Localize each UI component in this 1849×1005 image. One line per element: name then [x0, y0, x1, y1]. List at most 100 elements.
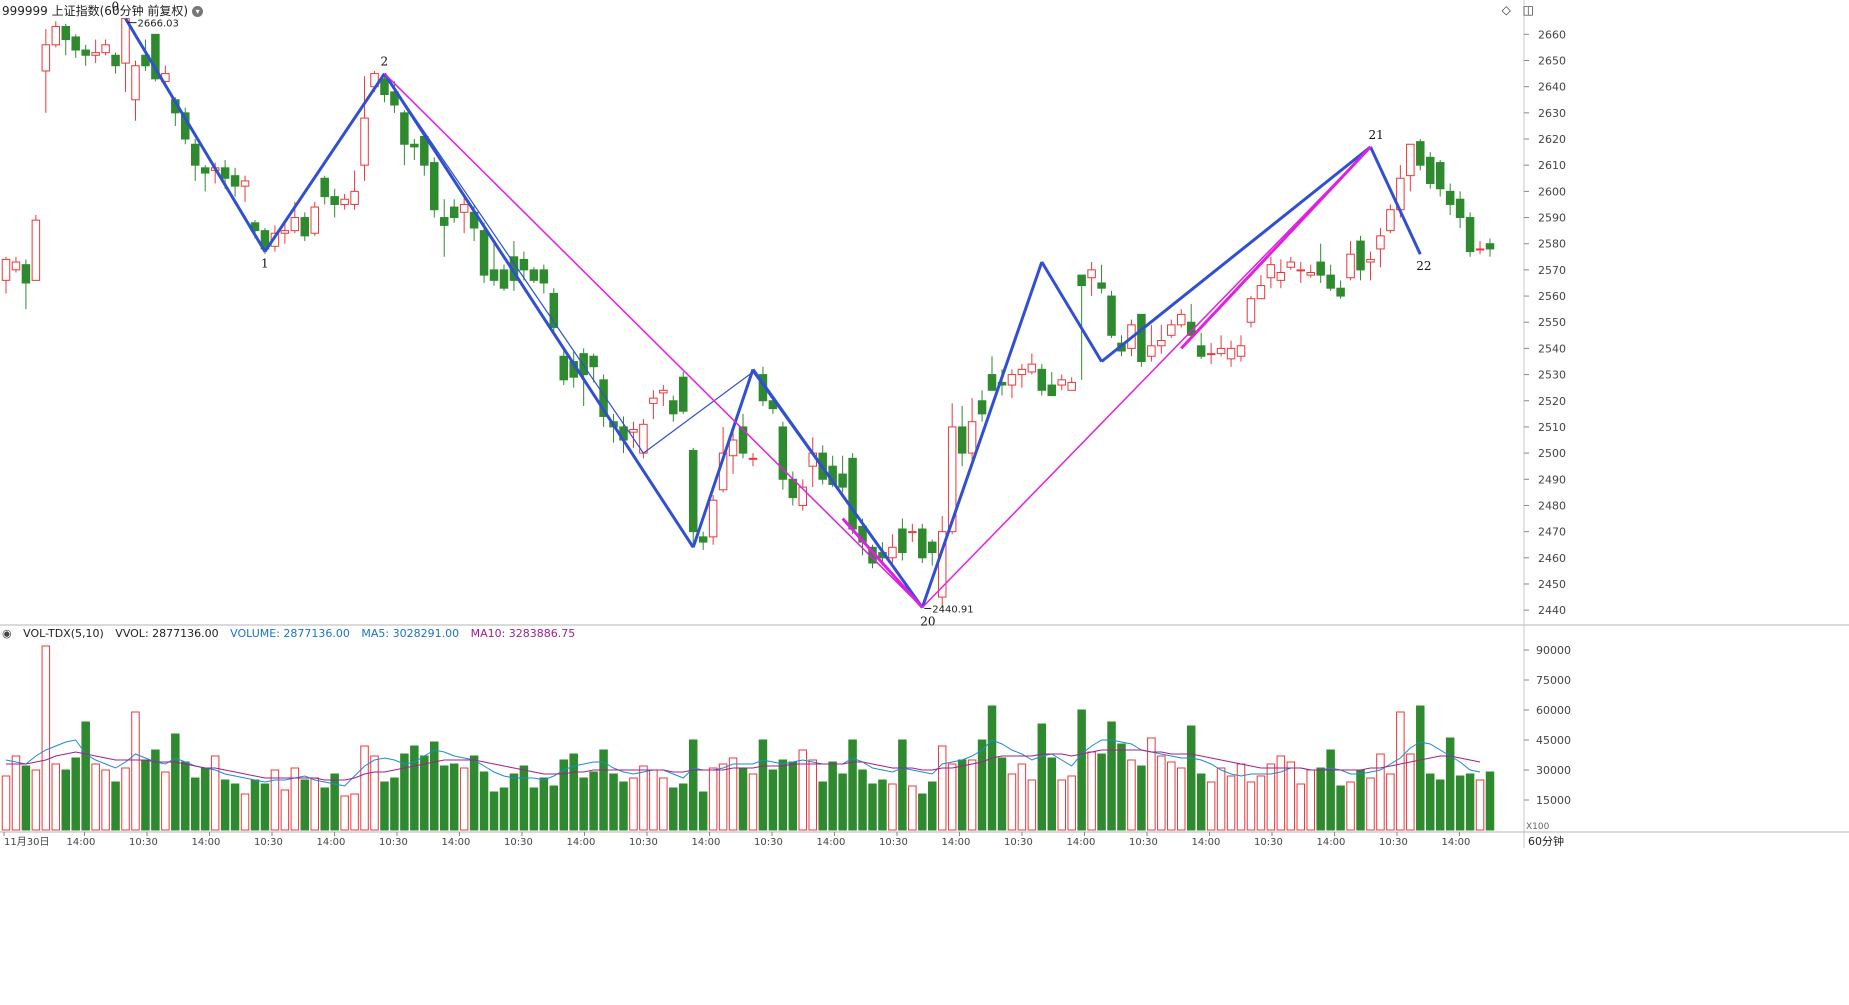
- volume-bar: [430, 741, 439, 831]
- volume-bar: [91, 763, 100, 831]
- volume-bar: [1465, 773, 1475, 831]
- volume-bar: [758, 739, 768, 831]
- volume-bar: [928, 781, 937, 831]
- volume-bar: [619, 781, 628, 831]
- price-tick-label: 2500: [1538, 447, 1566, 460]
- volume-bar: [270, 769, 280, 831]
- candle-body: [1186, 321, 1196, 336]
- price-tick-label: 2480: [1538, 499, 1566, 512]
- price-tick-label: 2460: [1538, 552, 1566, 565]
- candle-body: [71, 36, 80, 51]
- volume-bar: [1017, 763, 1027, 831]
- time-tick-label: 14:00: [317, 837, 346, 848]
- volume-bar: [1435, 779, 1445, 831]
- volume-bar: [629, 777, 638, 831]
- price-tick-label: 2640: [1538, 81, 1566, 94]
- time-tick-label: 10:30: [254, 837, 283, 848]
- candle-body: [21, 264, 31, 284]
- candle-body: [649, 397, 658, 404]
- volume-bar: [390, 777, 399, 831]
- volume-bar: [1226, 775, 1236, 831]
- volume-bar: [977, 739, 987, 831]
- volume-bar: [1246, 781, 1256, 831]
- candle-body: [1226, 347, 1236, 360]
- volume-bar: [1376, 753, 1385, 831]
- time-tick-label: 10:30: [1379, 837, 1408, 848]
- candle-body: [200, 167, 210, 174]
- candle-body: [659, 389, 668, 394]
- candle-body: [1256, 285, 1266, 300]
- volume-bar: [539, 777, 549, 831]
- chart-header: 999999 上证指数(60分钟 前复权) ▾: [2, 2, 204, 19]
- time-tick-label: 14:00: [692, 837, 721, 848]
- price-tick-label: 2520: [1538, 395, 1566, 408]
- volume-bar: [559, 759, 568, 831]
- price-tick-label: 2630: [1538, 107, 1566, 120]
- volume-bar: [509, 773, 519, 831]
- candle-body: [479, 230, 489, 276]
- volume-unit-label: X100: [1526, 822, 1550, 832]
- volume-bar: [260, 783, 270, 831]
- price-tick-label: 2450: [1538, 578, 1566, 591]
- vvol-value: VVOL: 2877136.00: [115, 627, 219, 640]
- volume-bar: [1176, 767, 1186, 831]
- candle-body: [898, 528, 907, 554]
- volume-bar: [1206, 781, 1216, 831]
- volume-bar: [718, 763, 728, 831]
- candle-body: [848, 457, 857, 530]
- volume-bar: [71, 757, 80, 831]
- price-tick-label: 2650: [1538, 54, 1566, 67]
- candle-body: [589, 355, 598, 368]
- volume-bar: [1047, 757, 1057, 831]
- wave-blue-line: [383, 72, 695, 549]
- volume-header: ◉ VOL-TDX(5,10) VVOL: 2877136.00 VOLUME:…: [2, 627, 583, 640]
- volume-bar: [21, 765, 31, 831]
- candle-body: [748, 457, 758, 460]
- panel-toggle-icon[interactable]: ◫: [1522, 3, 1534, 17]
- ma10-value: MA10: 3283886.75: [470, 627, 576, 640]
- volume-bar: [908, 785, 917, 831]
- candle-body: [1306, 272, 1315, 276]
- diamond-icon[interactable]: ◇: [1501, 3, 1511, 17]
- price-tick-label: 2470: [1538, 526, 1566, 539]
- ma5-value: MA5: 3028291.00: [361, 627, 460, 640]
- candle-body: [1017, 368, 1027, 376]
- candle-body: [908, 531, 917, 534]
- volume-bar: [459, 767, 469, 831]
- volume-bar: [131, 711, 140, 831]
- volume-bar: [1196, 773, 1206, 831]
- candle-body: [539, 269, 549, 284]
- candle-body: [31, 219, 41, 281]
- volume-bar: [280, 789, 290, 831]
- candle-body: [151, 33, 160, 80]
- chevron-down-icon[interactable]: ▾: [192, 6, 204, 17]
- candle-body: [977, 400, 987, 415]
- volume-bar: [659, 777, 668, 831]
- wave-label: 22: [1416, 259, 1431, 273]
- volume-indicator-name: VOL-TDX(5,10): [23, 627, 104, 640]
- volume-bar: [848, 739, 857, 831]
- volume-bar: [101, 769, 110, 831]
- volume-bar: [987, 705, 997, 831]
- volume-indicator-icon[interactable]: ◉: [2, 627, 12, 640]
- candle-body: [400, 112, 409, 145]
- wave-blue-thin-line: [1101, 146, 1371, 362]
- candle-body: [111, 54, 120, 67]
- time-tick-label: 14:00: [1442, 837, 1471, 848]
- candle-body: [838, 473, 847, 488]
- candle-body: [1386, 209, 1395, 232]
- candle-body: [1266, 264, 1276, 279]
- candle-body: [1176, 313, 1186, 326]
- volume-bar: [1167, 761, 1176, 831]
- candle-body: [1475, 248, 1485, 251]
- volume-bar: [858, 769, 867, 831]
- candle-body: [679, 376, 688, 412]
- candle-body: [1455, 198, 1465, 219]
- candle-body: [1276, 272, 1286, 281]
- candle-body: [698, 536, 708, 543]
- candle-body: [61, 25, 71, 41]
- volume-bar: [171, 733, 180, 831]
- volume-bar: [888, 783, 897, 831]
